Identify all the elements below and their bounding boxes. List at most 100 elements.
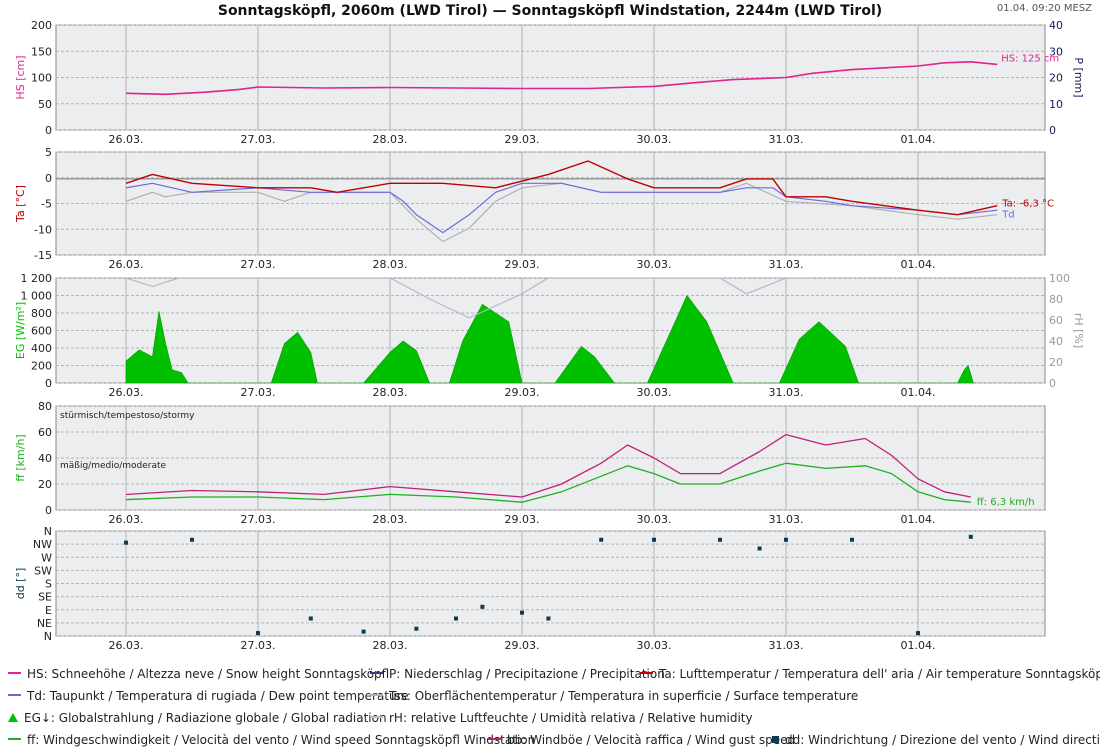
y-axis-label: dd [°] (14, 568, 27, 600)
y-tick-label: -10 (34, 223, 52, 236)
legend-text-td: Td: Taupunkt / Temperatura di rugiada / … (27, 689, 409, 703)
ta-end-label: Ta: -6,3 °C (1001, 199, 1054, 210)
x-tick-label: 27.03. (241, 513, 276, 526)
x-tick-label: 27.03. (241, 258, 276, 271)
y-axis-label: HS [cm] (14, 55, 27, 99)
meteo-chart: 26.03. 27.03. 28.03. 29.03. 30.03. 31.03. 01.0… (14, 19, 1085, 652)
legend-text-hs: HS: Schneehöhe / Altezza neve / Snow hei… (27, 667, 390, 681)
series-bb (125, 433, 971, 498)
legend-text-ff: ff: Windgeschwindigkeit / Velocità del v… (27, 733, 536, 747)
dd-point (520, 610, 524, 615)
legend-marker-bb (488, 737, 501, 740)
x-tick-label: 29.03. (505, 133, 540, 146)
legend-marker-dd (772, 736, 779, 743)
y-tick-label: 1 000 (21, 290, 53, 303)
dd-point (718, 537, 722, 542)
y2-axis-label: rH [%] (1072, 313, 1085, 348)
y2-tick-label: 20 (1049, 356, 1063, 369)
dd-point (599, 537, 604, 542)
y-tick-label: 100 (31, 72, 52, 85)
y-tick-label: W (41, 551, 52, 564)
y-tick-label: 200 (31, 19, 52, 32)
legend-item-p: P: Niederschlag / Precipitazione / Preci… (370, 667, 665, 681)
legend-text-rh: rH: relative Luftfeuchte / Umidità relat… (389, 711, 753, 725)
y-tick-label: N (44, 525, 52, 538)
legend-marker-ta (640, 671, 653, 674)
x-tick-label: 30.03. (637, 133, 672, 146)
x-tick-label: 26.03. (109, 258, 144, 271)
legend-text-p: P: Niederschlag / Precipitazione / Preci… (389, 667, 665, 681)
series-tss (125, 182, 998, 243)
x-tick-label: 28.03. (373, 386, 408, 399)
dd-point (784, 537, 788, 542)
x-tick-label: 26.03. (109, 639, 144, 652)
legend-item-rh: rH: relative Luftfeuchte / Umidità relat… (370, 711, 753, 725)
legend-item-bb: bb: Windböe / Velocità raffica / Wind gu… (488, 733, 795, 747)
y-tick-label: 1 200 (21, 272, 53, 285)
dd-point (190, 537, 194, 542)
series-hs (125, 60, 998, 96)
x-tick-label: 26.03. (109, 513, 144, 526)
x-tick-label: 26.03. (109, 386, 144, 399)
y-tick-label: 0 (45, 377, 52, 390)
series-ff (125, 462, 971, 503)
dd-point (850, 537, 854, 542)
legend-item-eg: EG↓: Globalstrahlung / Radiazione global… (8, 711, 387, 725)
y-tick-label: E (45, 604, 52, 617)
x-tick-label: 30.03. (637, 258, 672, 271)
legend-item-tss: Tss: Oberflächentemperatur / Temperatura… (370, 689, 858, 703)
y2-tick-label: 80 (1049, 293, 1063, 306)
x-tick-label: 31.03. (769, 258, 804, 271)
y-tick-label: NW (33, 538, 52, 551)
y-tick-label: 5 (45, 146, 52, 159)
x-tick-label: 30.03. (637, 639, 672, 652)
y-tick-label: -5 (41, 198, 52, 211)
x-tick-label: 01.04. (901, 639, 936, 652)
y2-axis-label: P [mm] (1072, 57, 1085, 97)
legend-text-ta: Ta: Lufttemperatur / Temperatura dell' a… (659, 667, 1100, 681)
x-tick-label: 31.03. (769, 133, 804, 146)
y-tick-label: 150 (31, 45, 52, 58)
legend-item-hs: HS: Schneehöhe / Altezza neve / Snow hei… (8, 667, 389, 681)
legend-text-dd: dd: Windrichtung / Direzione del vento /… (785, 733, 1100, 747)
legend-marker-hs (8, 671, 21, 674)
plot-area-wind (55, 405, 1046, 511)
y-tick-label: 200 (31, 360, 52, 373)
y-tick-label: 0 (45, 172, 52, 185)
x-tick-label: 01.04. (901, 386, 936, 399)
y-tick-label: 0 (45, 504, 52, 517)
dd-point (968, 534, 973, 539)
y-tick-label: SE (38, 591, 52, 604)
legend-marker-eg (8, 713, 18, 722)
y-tick-label: 600 (31, 325, 52, 338)
x-tick-label: 30.03. (637, 386, 672, 399)
x-tick-label: 26.03. (109, 133, 144, 146)
y2-tick-label: 40 (1049, 19, 1063, 32)
dd-point (480, 604, 485, 609)
y2-tick-label: 20 (1049, 72, 1063, 85)
dd-point (757, 546, 762, 551)
x-tick-label: 28.03. (373, 513, 408, 526)
x-tick-label: 30.03. (637, 513, 672, 526)
zone-label-moderate: mäßig/medio/moderate (60, 461, 167, 471)
dd-point (308, 616, 313, 621)
series-rh (125, 277, 813, 319)
y-tick-label: SW (34, 564, 52, 577)
x-tick-label: 31.03. (769, 386, 804, 399)
y-tick-label: 0 (45, 124, 52, 137)
dd-point (916, 631, 920, 636)
y-tick-label: 400 (31, 342, 52, 355)
legend-marker-ff (8, 737, 21, 740)
y2-tick-label: 10 (1049, 98, 1063, 111)
x-tick-label: 01.04. (901, 133, 936, 146)
series-ta (125, 160, 998, 216)
legend-marker-rh (370, 715, 383, 718)
y-tick-label: 80 (38, 400, 52, 413)
x-tick-label: 27.03. (241, 639, 276, 652)
legend-item-ff: ff: Windgeschwindigkeit / Velocità del v… (8, 733, 535, 747)
dd-point (124, 540, 128, 545)
y2-tick-label: 60 (1049, 314, 1063, 327)
y2-tick-label: 100 (1049, 272, 1070, 285)
x-tick-label: 29.03. (505, 513, 540, 526)
legend-item-dd: dd: Windrichtung / Direzione del vento /… (772, 733, 1100, 747)
